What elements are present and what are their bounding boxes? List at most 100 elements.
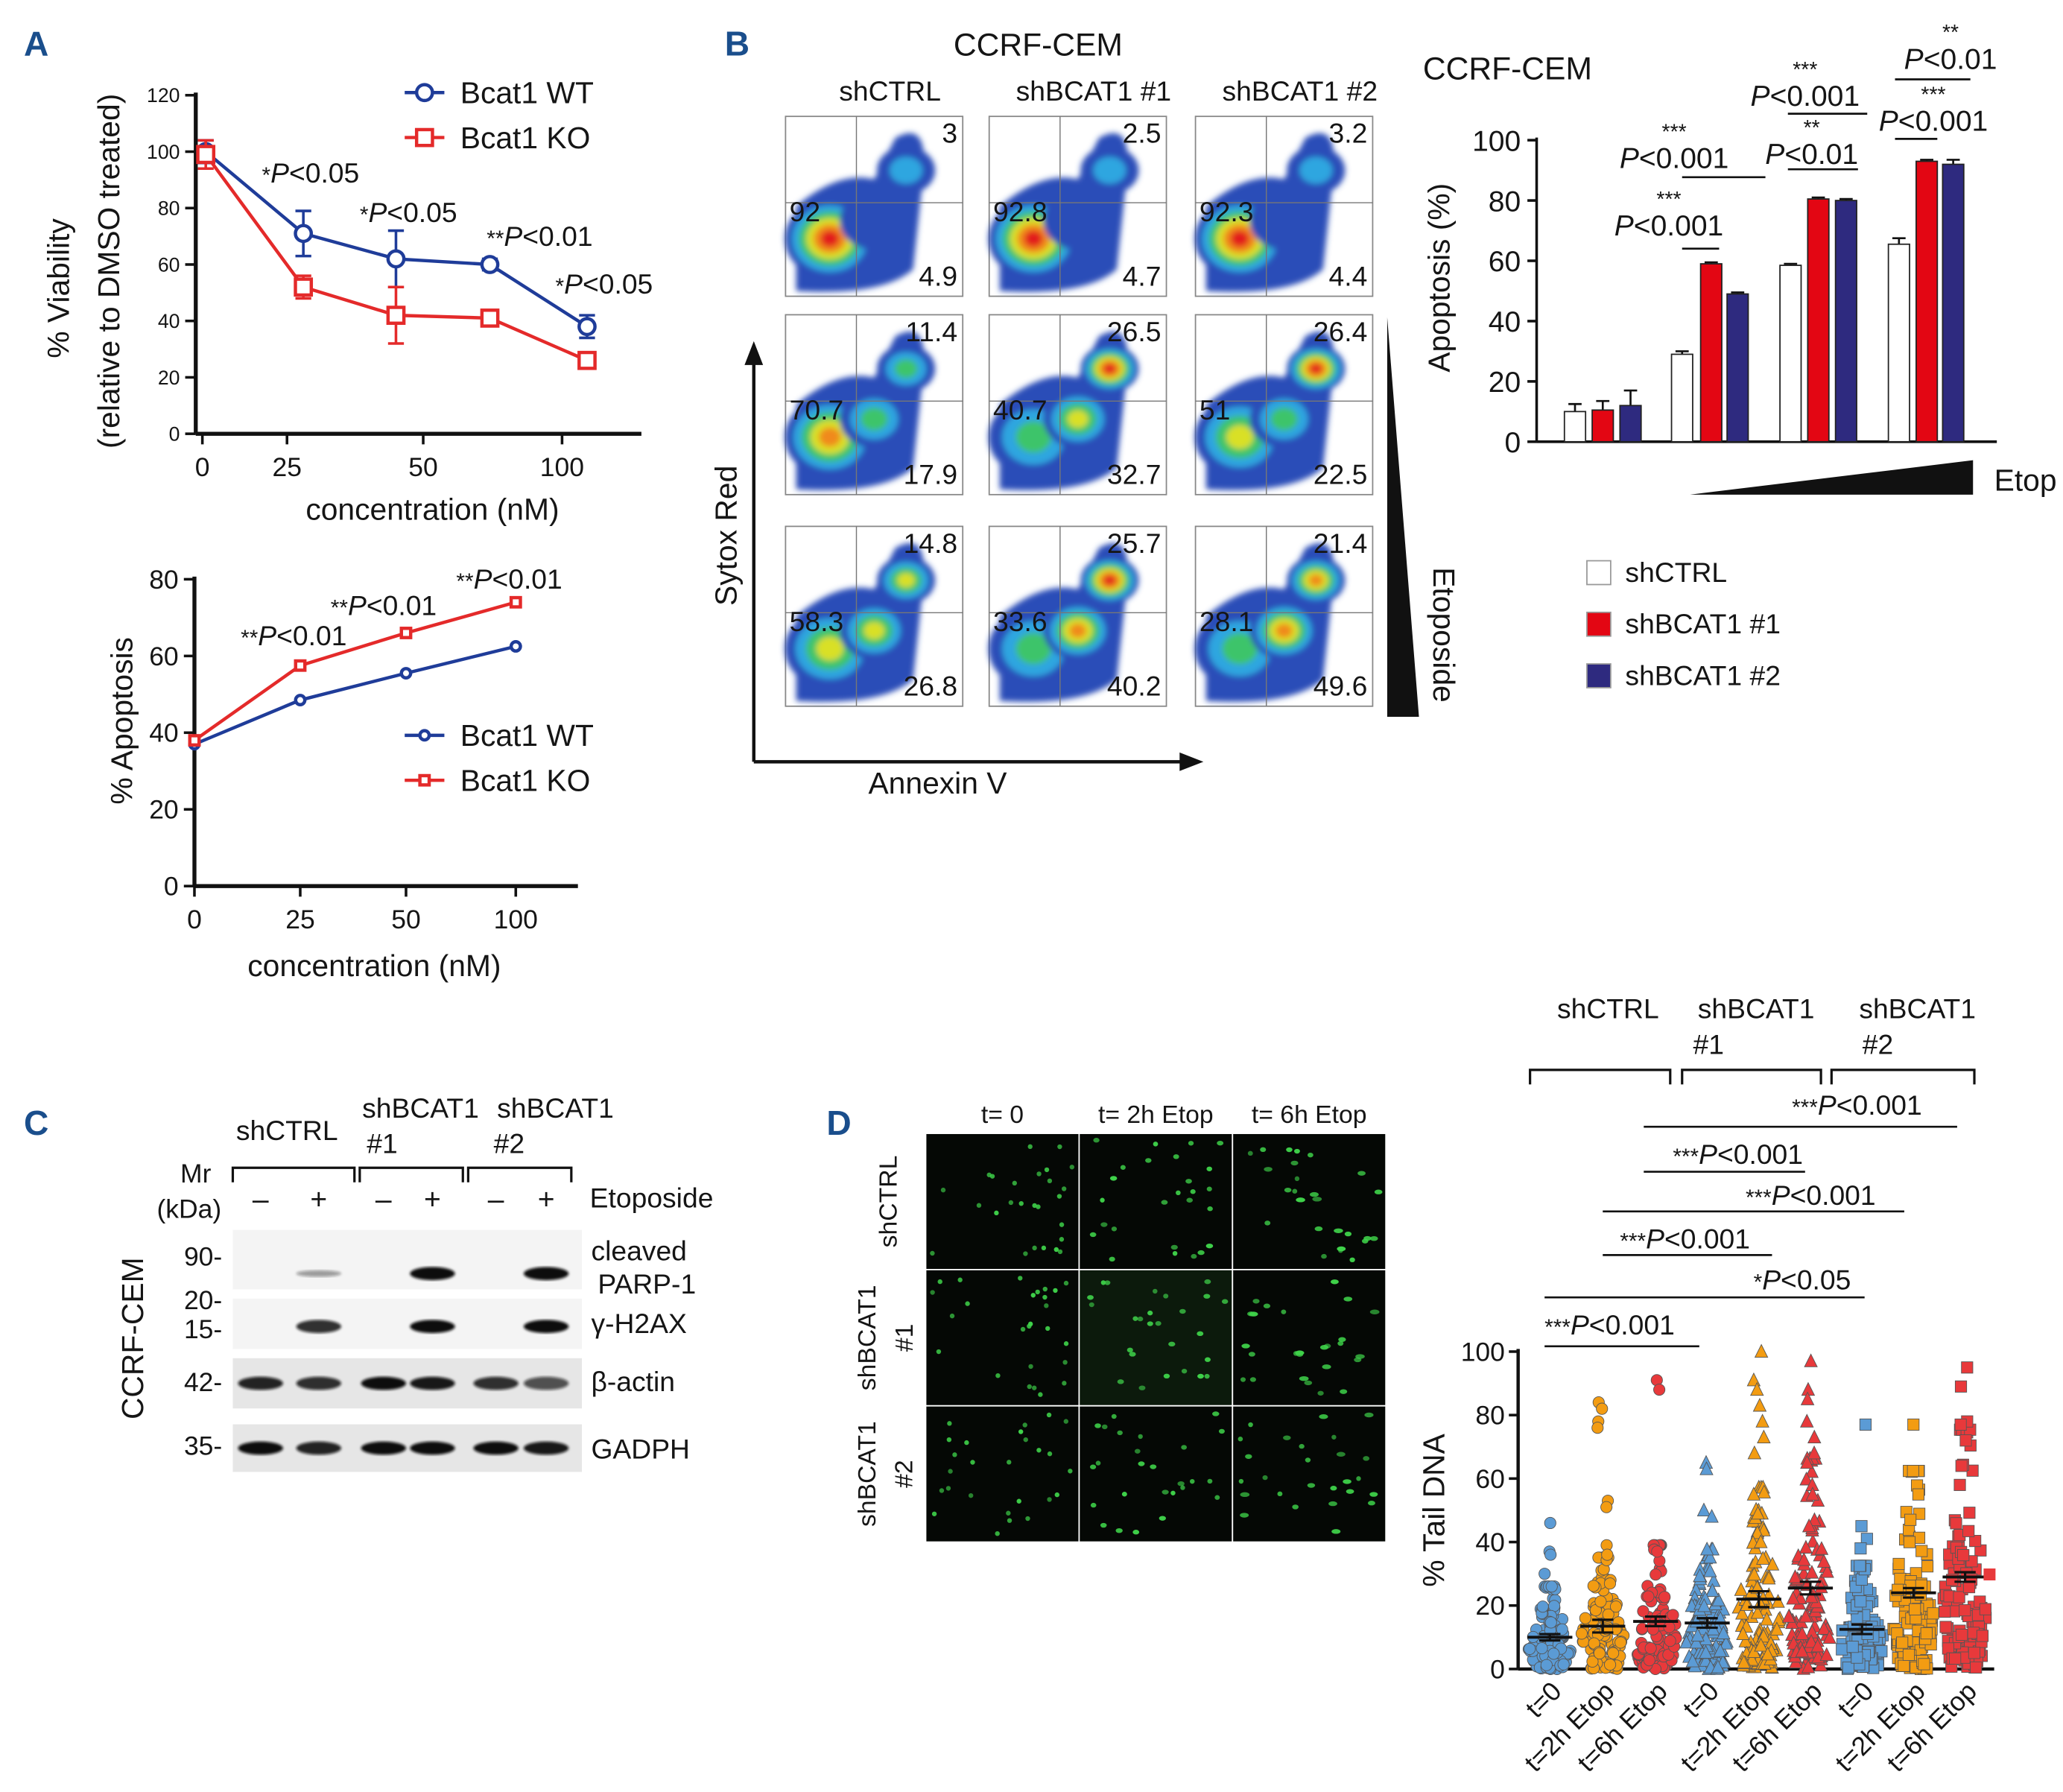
comet-cell: [1023, 1251, 1028, 1256]
comet-cell: [1369, 1309, 1380, 1314]
comet-cell: [1363, 1456, 1370, 1461]
p-value-p: P: [1614, 210, 1634, 242]
comet-cell: [1161, 1200, 1168, 1205]
y-tick-label: 120: [147, 84, 180, 107]
series-line-1: [193, 601, 516, 742]
comet-cell: [1068, 1469, 1073, 1474]
comet-cell: [1170, 1244, 1178, 1250]
western-group-label: shCTRL: [236, 1115, 338, 1146]
comet-cell: [1304, 1380, 1313, 1386]
data-point-triangle: [1822, 1630, 1837, 1644]
protein-band: [296, 1441, 341, 1455]
density-contour: [1308, 574, 1323, 586]
lane-sign: –: [253, 1183, 269, 1215]
data-point-square: [1970, 1661, 1983, 1674]
comet-cell: [1093, 1138, 1100, 1143]
data-point-square: [1915, 1579, 1927, 1592]
mw-marker: 35-: [184, 1431, 222, 1460]
quadrant-value-upper-right: 2.5: [1123, 118, 1162, 149]
comet-cell: [1129, 1352, 1136, 1357]
comet-cell: [1247, 1311, 1255, 1317]
y-tick-label: 20: [1489, 367, 1521, 399]
bar-shctrl: [1563, 411, 1587, 443]
data-point-triangle: [1804, 1463, 1819, 1478]
blot-label: PARP-1: [598, 1268, 696, 1299]
bar-shctrl: [1887, 243, 1910, 443]
flow-plot: [1194, 525, 1374, 707]
significance-stars: ***: [1662, 120, 1687, 144]
data-point-square: [294, 277, 314, 297]
p-value-value: <0.01: [276, 620, 346, 651]
comet-image: [925, 1269, 1080, 1407]
legend-label: shBCAT1 #1: [1625, 608, 1781, 639]
data-point-triangle: [1814, 1579, 1828, 1594]
scatter-group: [1836, 1418, 1889, 1675]
data-point-triangle: [1771, 1594, 1785, 1608]
density-contour: [897, 573, 915, 588]
comet-cell: [1088, 1302, 1094, 1308]
comet-cell: [1012, 1180, 1017, 1186]
p-value-label: P<0.001: [1620, 142, 1729, 174]
data-point-circle: [399, 667, 413, 680]
comet-cell: [1126, 1347, 1133, 1353]
p-value-value: <0.001: [1898, 106, 1988, 138]
data-point-square: [1851, 1651, 1863, 1664]
blot-strip: [232, 1298, 583, 1349]
flow-plot: [988, 525, 1167, 707]
comet-cell: [1027, 1384, 1032, 1390]
comet-cell: [1138, 1385, 1146, 1390]
comet-cell: [1042, 1294, 1048, 1300]
y-tick-label: 0: [1490, 1654, 1505, 1684]
legend-label: Bcat1 WT: [460, 718, 594, 753]
comet-cell: [1361, 1238, 1369, 1244]
comet-image-frame: [925, 1269, 1080, 1407]
comet-cell: [1172, 1250, 1178, 1256]
data-point-circle: [1556, 1623, 1568, 1636]
comet-cell: [1006, 1510, 1011, 1516]
data-point-triangle: [1757, 1484, 1772, 1498]
data-point-triangle: [1799, 1539, 1813, 1554]
data-point-triangle: [1754, 1534, 1768, 1548]
quadrant-value-upper-right: 21.4: [1313, 528, 1368, 559]
flow-column-header: shBCAT1 #2: [1223, 75, 1378, 107]
p-value-stars: *: [360, 203, 369, 227]
legend-swatch: [1586, 611, 1612, 637]
comet-cell: [930, 1290, 935, 1295]
bar-chart-title: CCRF-CEM: [1423, 51, 1592, 86]
data-point-circle: [1579, 1612, 1591, 1624]
protein-band: [296, 1376, 341, 1390]
data-point-circle: [1603, 1659, 1617, 1671]
comet-cell: [1309, 1191, 1319, 1197]
etop-label: Etop: [1994, 463, 2057, 497]
data-point-circle: [1644, 1642, 1657, 1655]
cell-line-label: CCRF-CEM: [115, 1257, 150, 1419]
comet-cell: [1063, 1341, 1069, 1346]
data-point-circle: [1653, 1383, 1666, 1396]
quadrant-value-upper-right: 26.5: [1107, 316, 1162, 347]
lane-sign: +: [424, 1183, 441, 1215]
data-point-triangle: [1755, 1413, 1769, 1428]
comet-column-header: t= 0: [981, 1101, 1024, 1129]
p-value-label: ***P<0.001: [1673, 1139, 1803, 1170]
data-point-square: [1909, 1603, 1921, 1615]
comet-cell: [1111, 1226, 1118, 1232]
flow-plot: [988, 115, 1167, 297]
data-point-circle: [1643, 1654, 1655, 1667]
p-value-p: P: [1772, 1180, 1790, 1211]
p-value-label: P<0.001: [1751, 80, 1860, 113]
comet-cell: [957, 1277, 963, 1282]
p-value-value: <0.001: [1634, 210, 1723, 242]
y-tick-label: 80: [1489, 186, 1521, 218]
quadrant-value-upper-right: 25.7: [1107, 528, 1162, 559]
blot-label: γ-H2AX: [591, 1308, 687, 1339]
data-point-square: [1907, 1465, 1919, 1478]
data-point-square: [1954, 1380, 1968, 1393]
series-line-0: [194, 645, 516, 746]
p-value-value: <0.001: [1589, 1309, 1675, 1340]
y-tick-label: 60: [158, 253, 180, 276]
data-point-triangle: [1756, 1551, 1770, 1565]
comet-cell: [1247, 1150, 1253, 1156]
flow-title: CCRF-CEM: [954, 28, 1123, 63]
data-point-triangle: [1719, 1636, 1733, 1650]
comet-image-frame: [1232, 1269, 1387, 1407]
